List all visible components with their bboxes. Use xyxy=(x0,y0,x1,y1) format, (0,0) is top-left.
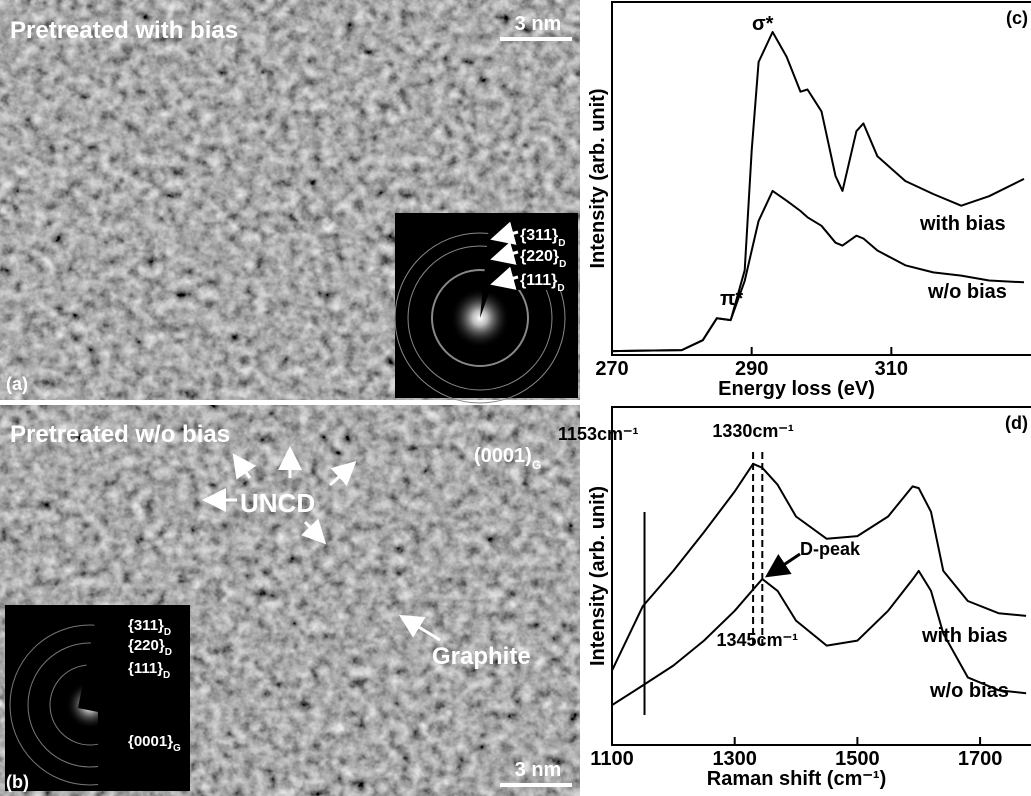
panel-label: (d) xyxy=(1005,413,1028,433)
x-tick-label: 270 xyxy=(595,358,628,380)
panel-label: (c) xyxy=(1006,8,1028,28)
scale-bar xyxy=(500,37,572,41)
annotation: σ* xyxy=(752,13,774,35)
series-line xyxy=(612,32,1024,351)
x-axis-title: Energy loss (eV) xyxy=(718,378,875,400)
series-label: w/o bias xyxy=(929,680,1009,702)
x-tick-label: 310 xyxy=(875,358,908,380)
panel-label: (b) xyxy=(6,772,29,792)
x-tick-label: 1100 xyxy=(590,748,633,770)
scale-bar xyxy=(500,783,572,787)
x-tick-label: 1500 xyxy=(835,748,880,770)
x-tick-label: 290 xyxy=(735,358,768,380)
x-axis-title: Raman shift (cm⁻¹) xyxy=(707,768,886,790)
x-tick-label: 1300 xyxy=(712,748,757,770)
y-axis-title: Intensity (arb. unit) xyxy=(587,486,609,666)
reference-label: 1345cm⁻¹ xyxy=(717,630,799,650)
reference-label: 1153cm⁻¹ xyxy=(558,424,639,444)
scale-bar-label: 3 nm xyxy=(515,759,562,781)
panel-title: Pretreated with bias xyxy=(10,17,238,44)
x-tick-label: 1700 xyxy=(958,748,1003,770)
arrow xyxy=(770,554,800,574)
series-label: with bias xyxy=(919,213,1006,235)
scale-bar-label: 3 nm xyxy=(515,13,562,35)
panel-b: Pretreated w/o bias UNCD Graphite (0001)… xyxy=(0,405,580,796)
panel-label: (a) xyxy=(6,374,28,394)
reference-label: 1330cm⁻¹ xyxy=(712,421,794,441)
panel-a: Pretreated with bias 3 nm {311}D {220}D … xyxy=(0,0,580,403)
panel-title: Pretreated w/o bias xyxy=(10,421,230,448)
series-label: w/o bias xyxy=(927,281,1007,303)
uncd-label: UNCD xyxy=(240,488,315,518)
figure: Pretreated with bias 3 nm {311}D {220}D … xyxy=(0,0,1031,796)
graphite-label: Graphite xyxy=(432,643,531,670)
annotation: D-peak xyxy=(800,539,861,559)
y-axis-title: Intensity (arb. unit) xyxy=(587,89,609,269)
series-label: with bias xyxy=(921,625,1008,647)
